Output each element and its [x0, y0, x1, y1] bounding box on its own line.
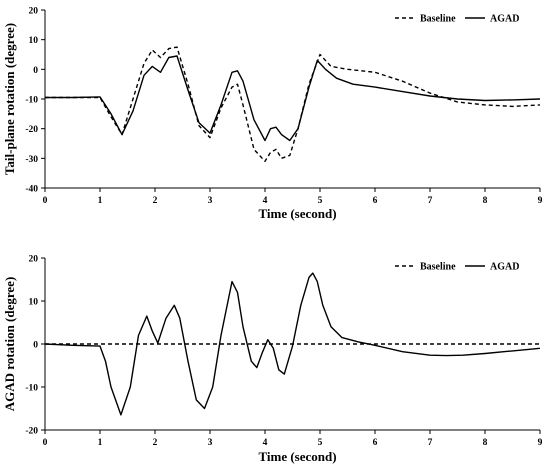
x-tick-label: 4 — [263, 196, 268, 206]
y-tick-label: 0 — [33, 341, 38, 351]
legend: Baseline AGAD — [395, 262, 519, 273]
x-tick-label: 5 — [318, 438, 323, 448]
series-line-baseline — [45, 46, 541, 162]
x-tick-label: 1 — [98, 196, 103, 206]
y-tick-label: -20 — [25, 125, 38, 135]
x-tick-label: 2 — [153, 438, 158, 448]
x-tick-label: 6 — [373, 196, 378, 206]
y-axis-title: Tail-plane rotation (degree) — [2, 23, 17, 175]
y-axis-title: AGAD rotation (degree) — [2, 277, 17, 412]
y-tick-label: -30 — [25, 155, 38, 165]
y-tick-label: 20 — [29, 7, 39, 17]
y-tick-label: 10 — [29, 298, 39, 308]
x-tick-label: 3 — [208, 196, 213, 206]
legend: Baseline AGAD — [395, 14, 519, 25]
y-tick-label: 20 — [29, 255, 39, 265]
x-tick-label: 0 — [43, 438, 48, 448]
agad-rotation-chart: -20 -10 0 10 20 0 1 2 3 4 5 6 7 8 9 Time (second) AGAD r… — [2, 255, 543, 465]
x-tick-label: 7 — [428, 196, 433, 206]
tail-plane-rotation-chart: -40 -30 -20 -10 0 10 20 0 1 2 3 4 5 6 7 8 9 Time (second)… — [2, 7, 543, 222]
x-tick-label: 4 — [263, 438, 268, 448]
y-tick-label: -10 — [25, 96, 38, 106]
x-axis-title: Time (second) — [258, 449, 336, 464]
x-tick-label: 2 — [153, 196, 158, 206]
series-line-agad — [45, 55, 541, 142]
x-tick-label: 9 — [538, 196, 543, 206]
x-tick-label: 8 — [483, 438, 488, 448]
x-axis-title: Time (second) — [258, 206, 336, 221]
x-tick-label: 6 — [373, 438, 378, 448]
legend-label-agad: AGAD — [490, 14, 519, 25]
y-tick-label: -20 — [25, 427, 38, 437]
x-tick-label: 5 — [318, 196, 323, 206]
x-tick-label: 9 — [538, 438, 543, 448]
x-tick-label: 7 — [428, 438, 433, 448]
x-tick-label: 3 — [208, 438, 213, 448]
legend-label-agad: AGAD — [490, 262, 519, 273]
y-tick-label: 10 — [29, 36, 39, 46]
x-tick-label: 1 — [98, 438, 103, 448]
y-tick-label: -40 — [25, 185, 38, 195]
y-tick-label: 0 — [33, 66, 38, 76]
series-line-agad — [44, 272, 541, 416]
x-tick-label: 8 — [483, 196, 488, 206]
x-tick-label: 0 — [43, 196, 48, 206]
y-tick-label: -10 — [25, 384, 38, 394]
legend-label-baseline: Baseline — [420, 14, 456, 25]
legend-label-baseline: Baseline — [420, 262, 456, 273]
